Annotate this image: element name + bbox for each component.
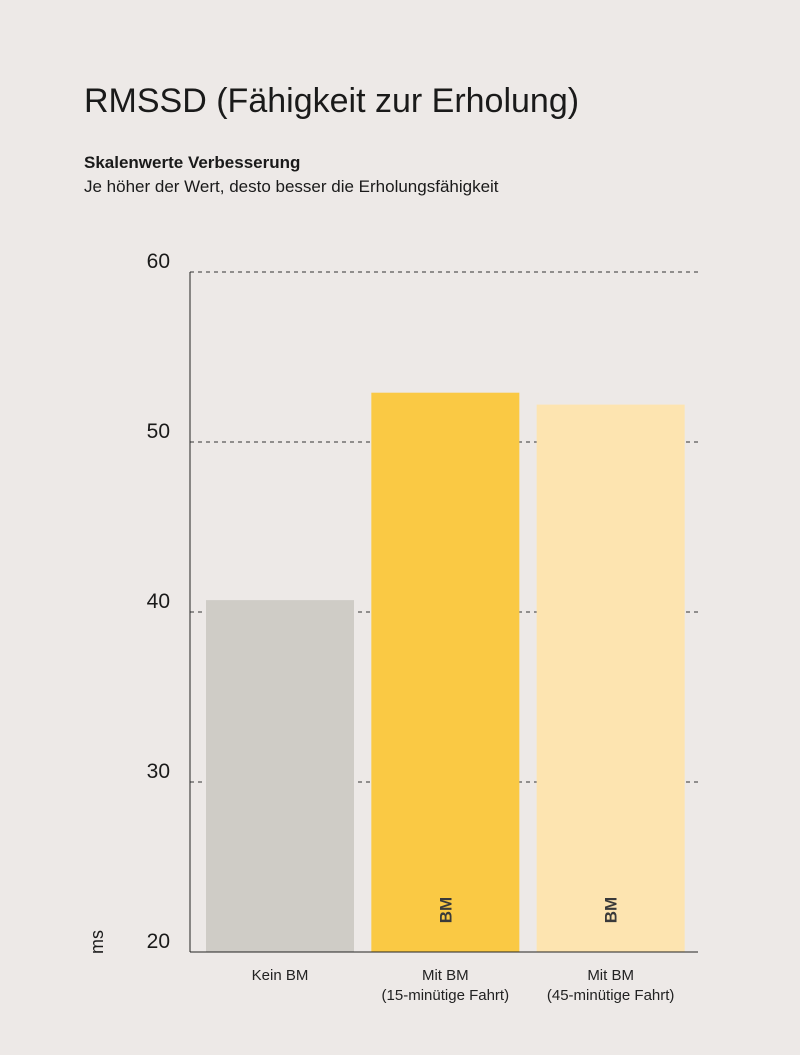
chart-title: RMSSD (Fähigkeit zur Erholung) [84, 82, 579, 120]
bar-label: BM [436, 897, 455, 923]
chart-subtitle: Skalenwerte Verbesserung [84, 153, 300, 172]
chart-description: Je höher der Wert, desto besser die Erho… [84, 177, 499, 196]
x-tick-label: Mit BM (45-minütige Fahrt) [546, 967, 675, 1004]
x-tick-label: Mit BM (15-minütige Fahrt) [381, 967, 510, 1004]
bar [206, 600, 354, 952]
bar [371, 392, 520, 952]
y-tick-label: 50 [147, 420, 170, 443]
y-tick-label: 30 [147, 760, 170, 783]
y-tick-label: 40 [147, 590, 170, 613]
y-tick-label: 20 [147, 930, 170, 953]
x-tick-label: Kein BM [251, 967, 309, 984]
y-tick-label: 60 [147, 250, 170, 273]
y-axis-label: ms [87, 930, 107, 954]
bar [536, 404, 685, 953]
bar-label: BM [602, 897, 621, 923]
